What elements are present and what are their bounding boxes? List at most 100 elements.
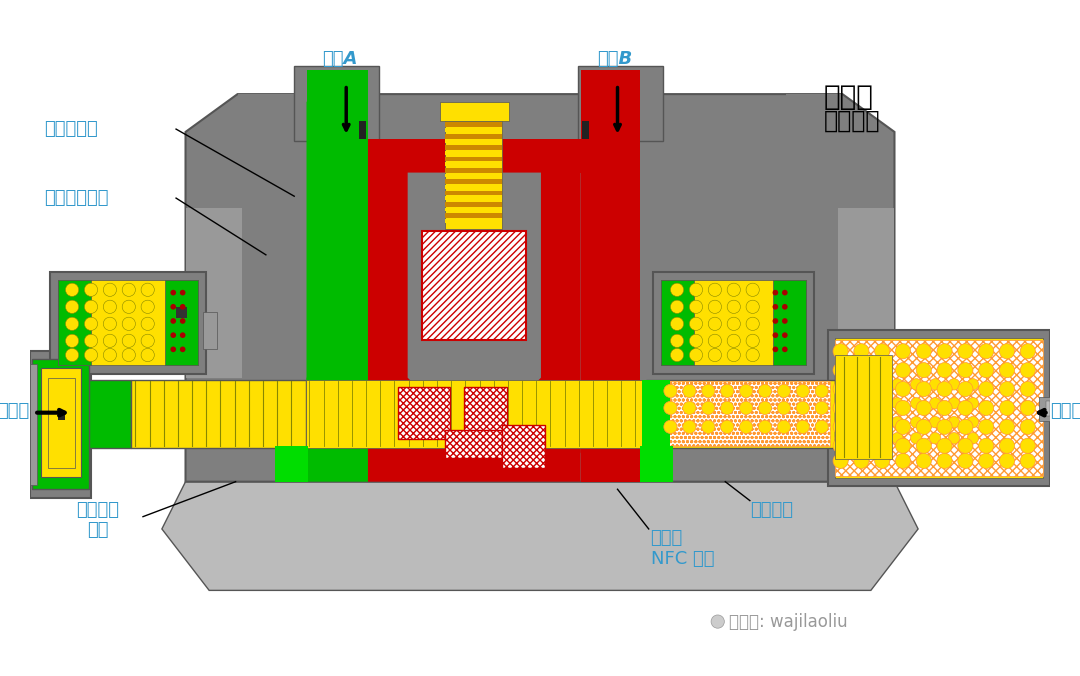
Circle shape bbox=[1021, 454, 1036, 468]
Circle shape bbox=[180, 333, 186, 338]
Circle shape bbox=[958, 381, 973, 397]
Circle shape bbox=[930, 379, 941, 390]
Circle shape bbox=[833, 419, 848, 435]
Bar bbox=[29, 352, 91, 498]
Circle shape bbox=[1021, 419, 1036, 435]
Circle shape bbox=[683, 385, 696, 397]
Circle shape bbox=[104, 300, 117, 314]
Bar bbox=[445, 151, 502, 155]
Circle shape bbox=[854, 362, 869, 378]
Circle shape bbox=[999, 438, 1014, 454]
Circle shape bbox=[122, 300, 135, 314]
Bar bbox=[502, 425, 544, 468]
Text: 微信号: wajilaoliu: 微信号: wajilaoliu bbox=[729, 612, 848, 631]
Circle shape bbox=[772, 347, 779, 352]
Circle shape bbox=[833, 343, 848, 359]
Polygon shape bbox=[368, 139, 427, 454]
Bar bbox=[422, 231, 526, 340]
Circle shape bbox=[180, 318, 186, 324]
Polygon shape bbox=[368, 397, 581, 482]
Text: 先导阀: 先导阀 bbox=[1051, 402, 1080, 420]
Circle shape bbox=[978, 419, 994, 435]
Circle shape bbox=[854, 454, 869, 468]
Circle shape bbox=[66, 317, 79, 331]
Circle shape bbox=[833, 362, 848, 378]
Circle shape bbox=[122, 317, 135, 331]
Circle shape bbox=[833, 381, 848, 397]
Circle shape bbox=[104, 334, 117, 347]
Bar bbox=[581, 70, 640, 103]
Circle shape bbox=[702, 385, 715, 397]
Circle shape bbox=[948, 416, 960, 428]
Circle shape bbox=[171, 290, 176, 295]
Circle shape bbox=[740, 420, 753, 433]
Polygon shape bbox=[186, 208, 242, 378]
Circle shape bbox=[664, 402, 677, 414]
Circle shape bbox=[815, 402, 828, 414]
Circle shape bbox=[892, 433, 903, 444]
Bar bbox=[835, 355, 892, 459]
Circle shape bbox=[664, 385, 677, 397]
Bar bbox=[131, 380, 306, 448]
Bar bbox=[445, 122, 502, 127]
Polygon shape bbox=[838, 208, 894, 378]
Circle shape bbox=[1021, 381, 1036, 397]
Circle shape bbox=[141, 334, 154, 347]
Bar bbox=[653, 272, 814, 374]
Circle shape bbox=[683, 402, 696, 414]
Text: 负载单向阀: 负载单向阀 bbox=[43, 120, 97, 138]
Circle shape bbox=[66, 283, 79, 296]
Circle shape bbox=[948, 433, 960, 444]
Bar bbox=[399, 387, 450, 439]
Circle shape bbox=[999, 381, 1014, 397]
Text: 控制滑阀: 控制滑阀 bbox=[750, 501, 793, 518]
Polygon shape bbox=[522, 139, 581, 454]
Circle shape bbox=[671, 348, 684, 362]
Circle shape bbox=[930, 397, 941, 409]
Polygon shape bbox=[407, 172, 541, 397]
Bar bbox=[445, 191, 502, 195]
Circle shape bbox=[171, 347, 176, 352]
Circle shape bbox=[689, 317, 703, 331]
Bar bbox=[665, 381, 831, 445]
Circle shape bbox=[875, 454, 890, 468]
Circle shape bbox=[141, 283, 154, 296]
Bar bbox=[661, 281, 694, 366]
Circle shape bbox=[910, 397, 922, 409]
Bar bbox=[835, 370, 996, 457]
Bar bbox=[32, 359, 90, 489]
Circle shape bbox=[937, 454, 953, 468]
Bar bbox=[1045, 402, 1051, 416]
Circle shape bbox=[171, 333, 176, 338]
Circle shape bbox=[958, 362, 973, 378]
Circle shape bbox=[833, 400, 848, 416]
Circle shape bbox=[916, 343, 931, 359]
Circle shape bbox=[937, 381, 953, 397]
Circle shape bbox=[958, 419, 973, 435]
Circle shape bbox=[671, 283, 684, 296]
Circle shape bbox=[875, 400, 890, 416]
Bar bbox=[1039, 397, 1051, 421]
Circle shape bbox=[999, 454, 1014, 468]
Bar bbox=[49, 378, 75, 468]
Bar bbox=[646, 380, 835, 448]
Circle shape bbox=[916, 381, 931, 397]
Circle shape bbox=[180, 347, 186, 352]
Bar bbox=[445, 202, 502, 207]
Bar bbox=[445, 174, 502, 177]
Circle shape bbox=[740, 402, 753, 414]
Circle shape bbox=[875, 419, 890, 435]
Text: 先导阀: 先导阀 bbox=[0, 402, 29, 420]
Circle shape bbox=[910, 433, 922, 444]
Circle shape bbox=[671, 334, 684, 347]
Circle shape bbox=[999, 362, 1014, 378]
Circle shape bbox=[727, 300, 741, 314]
Circle shape bbox=[782, 347, 787, 352]
Circle shape bbox=[999, 400, 1014, 416]
Circle shape bbox=[772, 290, 779, 295]
Circle shape bbox=[835, 433, 847, 444]
Circle shape bbox=[958, 400, 973, 416]
Polygon shape bbox=[307, 359, 368, 482]
Circle shape bbox=[778, 402, 791, 414]
Circle shape bbox=[815, 420, 828, 433]
